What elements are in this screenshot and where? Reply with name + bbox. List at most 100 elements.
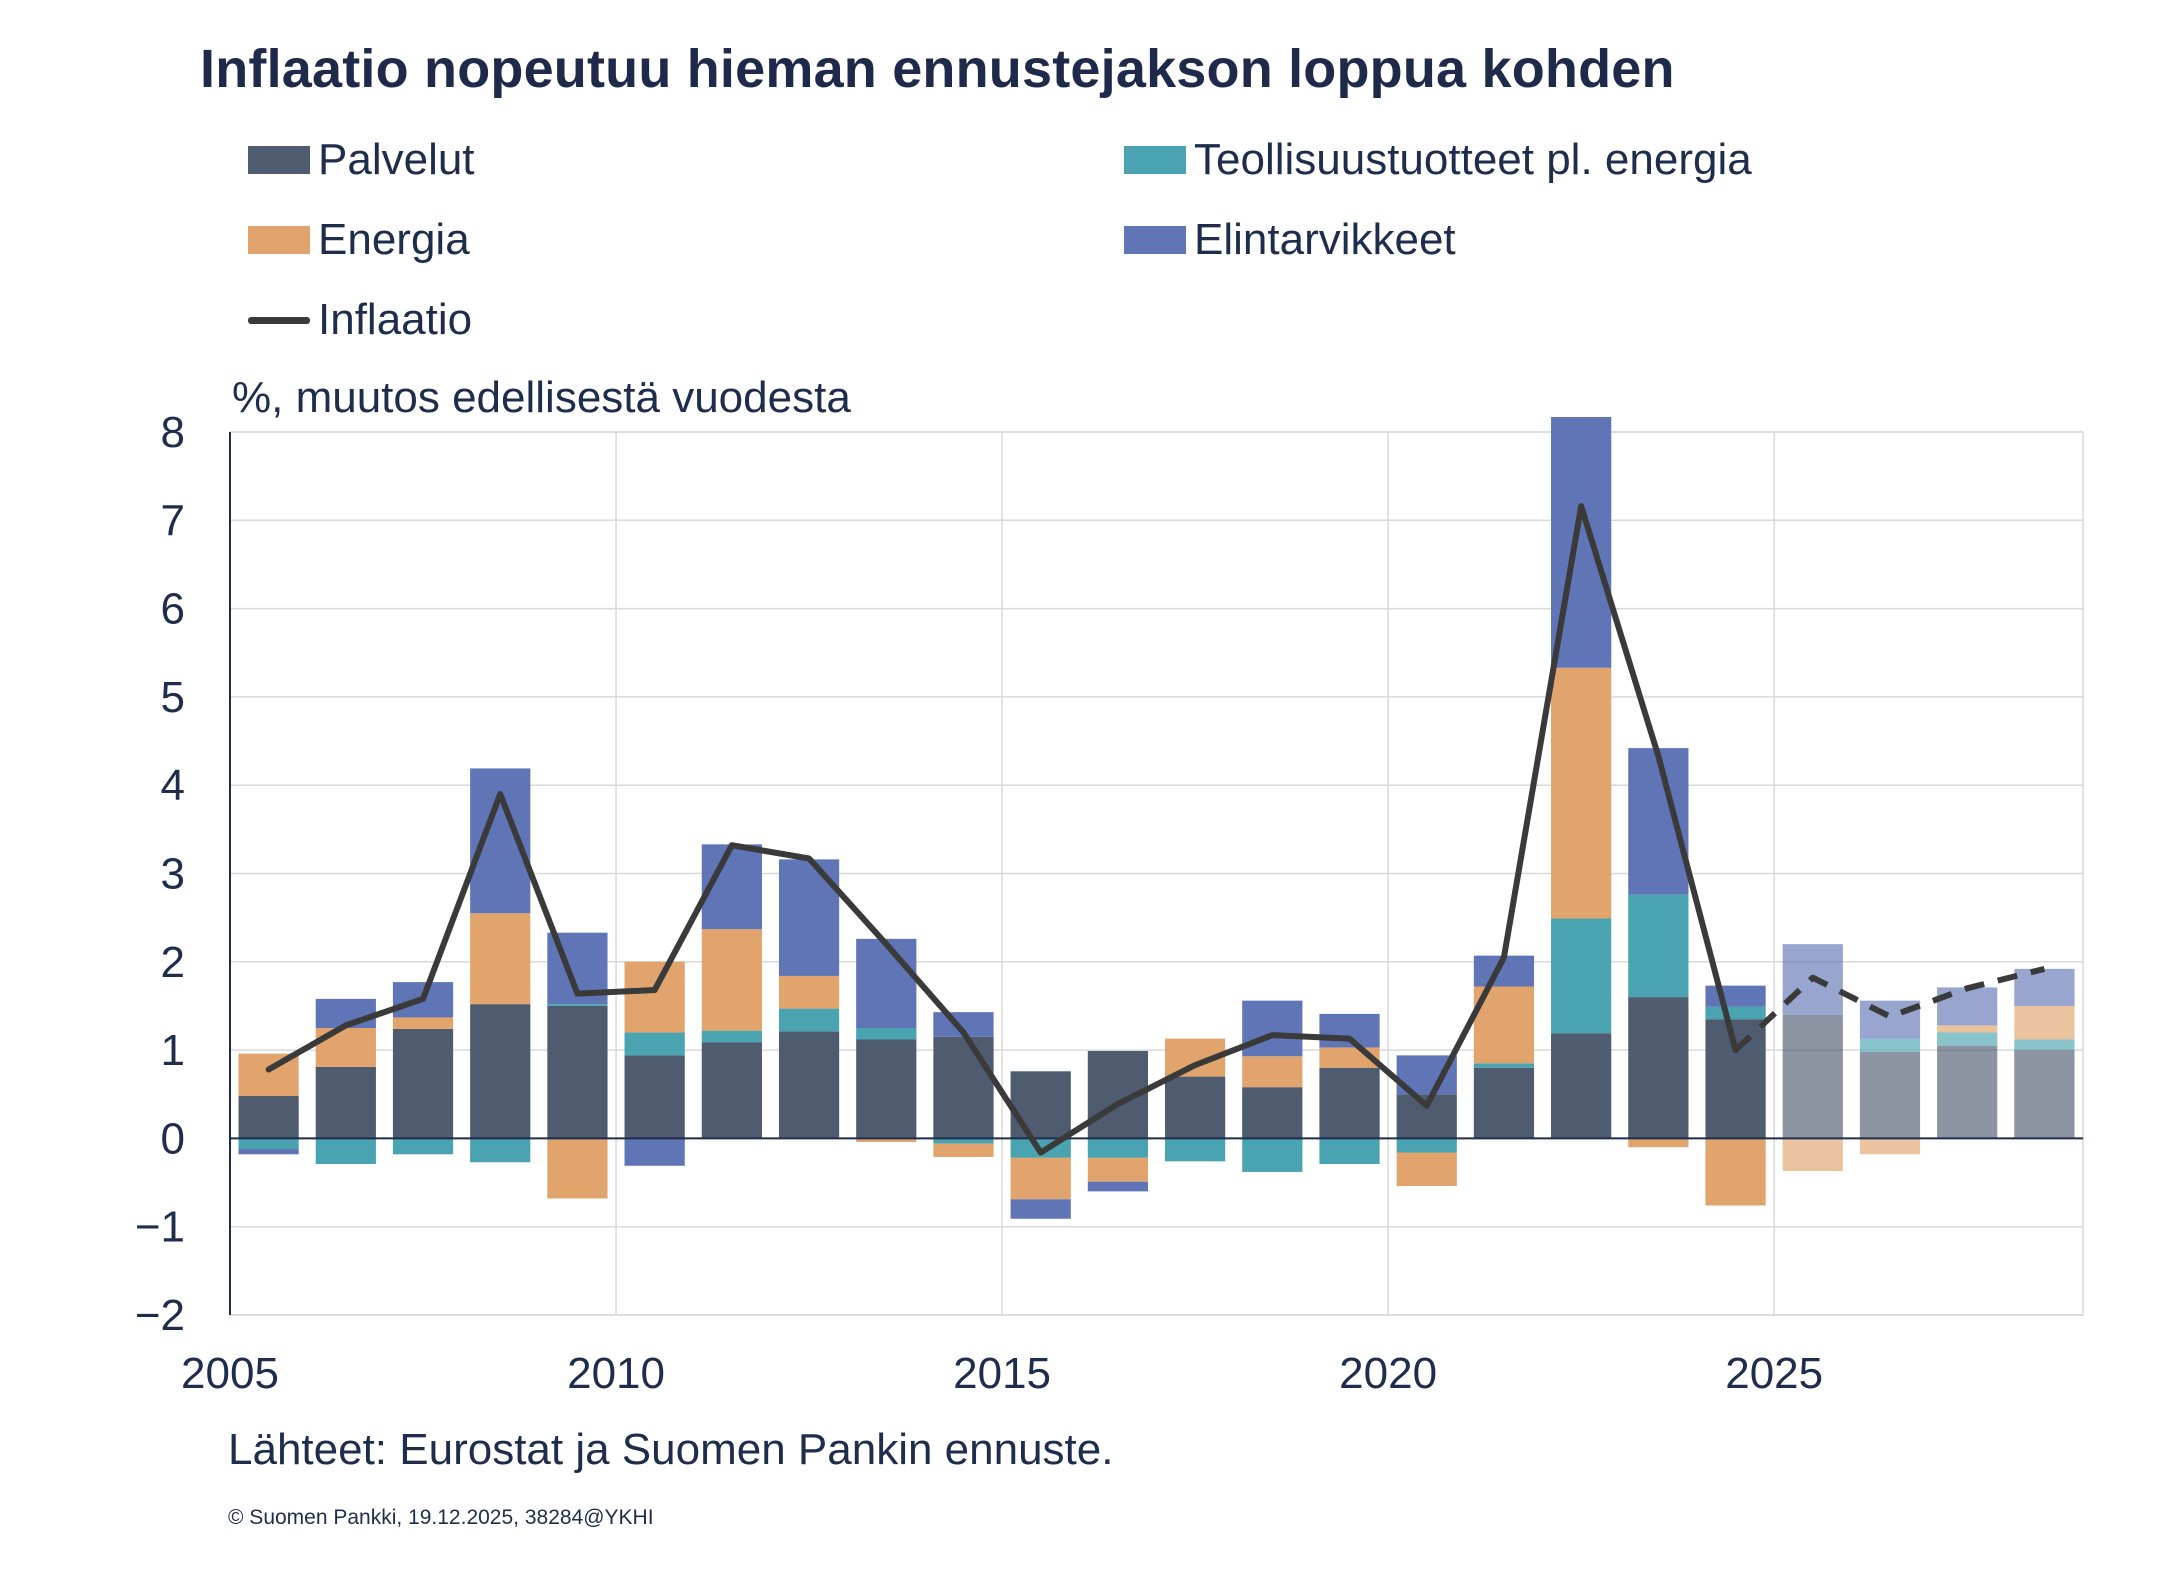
legend-item-energia: Energia xyxy=(248,215,470,265)
bar-segment xyxy=(1242,1000,1303,1057)
bar-segment xyxy=(624,1055,685,1139)
bar-segment xyxy=(1937,1045,1998,1139)
inflation-line-forecast xyxy=(1733,965,2046,1053)
bar-segment xyxy=(1705,1019,1766,1139)
source-note: Lähteet: Eurostat ja Suomen Pankin ennus… xyxy=(228,1425,1114,1474)
legend-line-inflaatio xyxy=(248,316,310,324)
bar-segment xyxy=(1705,1006,1766,1020)
axes xyxy=(229,432,2083,1315)
y-axis-unit-label: %, muutos edellisestä vuodesta xyxy=(232,373,851,422)
y-tick-label: 8 xyxy=(161,408,185,457)
legend-swatch-teollisuus xyxy=(1124,146,1186,174)
bar-segment xyxy=(2014,968,2075,1006)
legend-swatch-energia xyxy=(248,226,310,254)
bar-segment xyxy=(624,961,685,1033)
bar-segment xyxy=(701,929,762,1031)
x-tick-label: 2010 xyxy=(567,1349,665,1398)
bar-segment xyxy=(1551,918,1612,1034)
bar-segment xyxy=(1087,1157,1149,1182)
y-tick-label: −1 xyxy=(135,1203,185,1252)
bar-segment xyxy=(624,1032,685,1056)
y-tick-label: 0 xyxy=(161,1114,185,1163)
inflation-line xyxy=(265,503,2046,1156)
legend-item-inflaatio: Inflaatio xyxy=(248,295,472,345)
bar-segment xyxy=(1087,1181,1149,1192)
bar-segment xyxy=(470,913,531,1005)
bar-segment xyxy=(1319,1138,1380,1165)
bar-segment xyxy=(701,1030,762,1043)
bar-segment xyxy=(1859,1038,1921,1052)
x-tick-label: 2020 xyxy=(1339,1349,1437,1398)
legend-item-teollisuus: Teollisuustuotteet pl. energia xyxy=(1124,135,1752,185)
legend-swatch-palvelut xyxy=(248,146,310,174)
bar-segment xyxy=(778,975,840,1009)
bar-segment xyxy=(547,1138,608,1199)
y-tick-label: 3 xyxy=(161,850,185,899)
bar-segment xyxy=(1010,1157,1071,1200)
x-tick-label: 2025 xyxy=(1725,1349,1823,1398)
bar-segment xyxy=(1628,894,1689,998)
bar-segment xyxy=(547,1005,608,1139)
legend-label-palvelut: Palvelut xyxy=(318,135,475,184)
bar-segment xyxy=(778,859,840,976)
bar-segment xyxy=(1396,1152,1457,1187)
bar-segment xyxy=(1782,1138,1843,1172)
inflation-line-history xyxy=(265,503,1739,1156)
bar-segment xyxy=(933,1138,994,1144)
x-tick-label: 2015 xyxy=(953,1349,1051,1398)
bar-segment xyxy=(1628,1138,1689,1148)
bar-segment xyxy=(624,1138,685,1166)
bar-segment xyxy=(238,1148,299,1155)
bar-segment xyxy=(1473,1063,1535,1068)
bar-segment xyxy=(1937,1025,1998,1033)
legend-label-energia: Energia xyxy=(318,215,470,264)
copyright-note: © Suomen Pankki, 19.12.2025, 38284@YKHI xyxy=(228,1506,654,1529)
bar-segment xyxy=(1628,748,1689,895)
bar-segment xyxy=(1859,1138,1921,1155)
bar-segment xyxy=(1319,1067,1380,1139)
bar-segment xyxy=(856,1028,917,1040)
y-tick-label: 6 xyxy=(161,585,185,634)
bar-segment xyxy=(856,938,917,1029)
bar-segment xyxy=(392,1017,454,1029)
bar-segment xyxy=(238,1096,299,1139)
bar-segment xyxy=(2014,1050,2075,1139)
chart-title: Inflaatio nopeutuu hieman ennustejakson … xyxy=(200,39,1675,99)
y-tick-label: 1 xyxy=(161,1026,185,1075)
bar-segment xyxy=(778,1031,840,1139)
bar-segment xyxy=(1628,997,1689,1139)
bar-segment xyxy=(238,1138,299,1149)
bar-segment xyxy=(392,1138,454,1155)
bar-segment xyxy=(1551,1033,1612,1139)
gridlines xyxy=(230,431,2084,1316)
bar-segment xyxy=(1164,1076,1226,1139)
bar-segment xyxy=(1551,667,1612,919)
legend-item-elintarvikkeet: Elintarvikkeet xyxy=(1124,215,1456,265)
bar-segment xyxy=(1242,1056,1303,1088)
bar-segment xyxy=(1164,1138,1226,1162)
bar-segment xyxy=(315,1138,376,1165)
bar-segment xyxy=(1473,1067,1535,1139)
bar-segment xyxy=(933,1036,994,1139)
bar-segment xyxy=(1937,1032,1998,1046)
bar-segment xyxy=(1705,985,1766,1007)
y-tick-label: −2 xyxy=(135,1291,185,1340)
bar-segment xyxy=(1010,1071,1071,1139)
bar-segment xyxy=(1242,1138,1303,1172)
bar-segment xyxy=(856,1039,917,1139)
tick-labels: −2 −1 0 1 2 3 4 5 6 7 8 2005 2010 2015 2020 2025 xyxy=(135,408,1823,1398)
bar-segment xyxy=(778,1008,840,1032)
stacked-bars xyxy=(238,416,2075,1219)
y-tick-label: 7 xyxy=(161,496,185,545)
y-tick-label: 2 xyxy=(161,938,185,987)
y-tick-label: 5 xyxy=(161,673,185,722)
bar-segment xyxy=(470,1138,531,1163)
bar-segment xyxy=(547,1004,608,1006)
bar-segment xyxy=(1859,1051,1921,1139)
legend-swatch-elintarvikkeet xyxy=(1124,226,1186,254)
bar-segment xyxy=(392,1028,454,1139)
bar-segment xyxy=(470,1004,531,1139)
bar-segment xyxy=(315,1028,376,1067)
legend-label-inflaatio: Inflaatio xyxy=(318,295,473,344)
